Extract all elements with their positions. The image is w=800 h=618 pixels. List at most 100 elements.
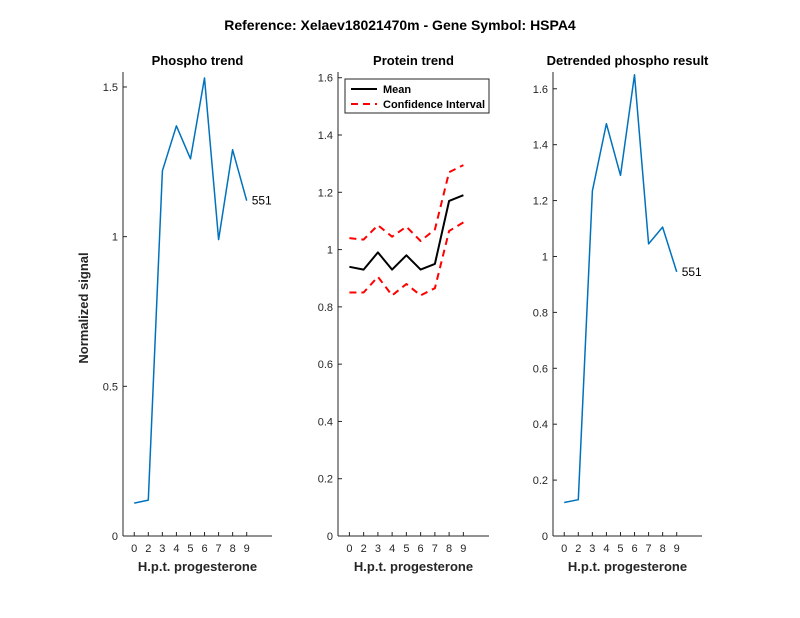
data-point: [578, 499, 580, 501]
data-point: [634, 74, 636, 76]
y-tick-label: 1.2: [533, 196, 548, 208]
data-point: [377, 276, 379, 278]
subplot-title: Phospho trend: [152, 53, 244, 68]
y-tick-label: 1.4: [533, 140, 548, 152]
data-point: [204, 77, 206, 79]
x-tick-label: 5: [617, 543, 623, 555]
x-tick-label: 9: [674, 543, 680, 555]
x-tick-label: 7: [216, 543, 222, 555]
data-point: [246, 200, 248, 202]
x-tick-label: 4: [173, 543, 179, 555]
data-point: [592, 190, 594, 192]
x-tick-label: 8: [446, 543, 452, 555]
series-end-label: 551: [252, 194, 272, 208]
data-point: [648, 243, 650, 245]
series-line-mean: [349, 194, 464, 271]
x-tick-label: 4: [389, 543, 395, 555]
data-point: [420, 295, 422, 297]
x-tick-label: 6: [418, 543, 424, 555]
data-point: [420, 240, 422, 242]
x-tick-label: 3: [589, 543, 595, 555]
data-point: [363, 269, 365, 271]
data-point: [176, 125, 178, 127]
x-tick-label: 5: [403, 543, 409, 555]
data-point: [420, 269, 422, 271]
data-point: [463, 194, 465, 196]
data-point: [391, 269, 393, 271]
data-point: [190, 158, 192, 160]
legend-label: Mean: [383, 84, 411, 96]
data-point: [620, 175, 622, 177]
x-tick-label: 6: [201, 543, 207, 555]
data-point: [377, 224, 379, 226]
y-tick-label: 1.2: [318, 187, 333, 199]
x-tick-label: 9: [460, 543, 466, 555]
y-tick-label: 1: [327, 245, 333, 257]
subplot-title: Protein trend: [373, 53, 454, 68]
y-tick-label: 0.6: [533, 363, 548, 375]
series-line-confidence-interval-lower: [349, 221, 464, 297]
y-tick-label: 0.5: [103, 381, 118, 393]
data-point: [606, 123, 608, 125]
data-point: [148, 499, 150, 501]
y-tick-label: 1: [542, 251, 548, 263]
series-line-detrended: [564, 74, 678, 504]
legend-box: [344, 78, 490, 114]
y-tick-label: 0: [112, 531, 118, 543]
x-tick-label: 0: [561, 543, 567, 555]
y-tick-label: 0.4: [318, 416, 333, 428]
data-point: [162, 170, 164, 172]
y-tick-label: 0.8: [318, 302, 333, 314]
x-axis-label: H.p.t. progesterone: [138, 559, 257, 574]
legend-label: Confidence Interval: [383, 99, 485, 111]
x-tick-label: 9: [244, 543, 250, 555]
x-tick-label: 0: [131, 543, 137, 555]
series-line-confidence-interval: [349, 164, 464, 242]
x-tick-label: 7: [432, 543, 438, 555]
x-tick-label: 7: [646, 543, 652, 555]
y-tick-label: 1.6: [318, 73, 333, 85]
data-point: [406, 255, 408, 257]
y-tick-label: 0: [542, 531, 548, 543]
data-point: [448, 230, 450, 232]
x-tick-label: 8: [660, 543, 666, 555]
y-tick-label: 0.2: [318, 474, 333, 486]
data-point: [377, 252, 379, 254]
data-point: [133, 502, 135, 504]
x-tick-label: 3: [375, 543, 381, 555]
data-point: [218, 239, 220, 241]
data-point: [363, 239, 365, 241]
x-tick-label: 2: [145, 543, 151, 555]
data-point: [349, 237, 351, 239]
series-line-phospho: [134, 77, 248, 504]
data-point: [391, 236, 393, 238]
x-tick-label: 2: [575, 543, 581, 555]
data-point: [434, 287, 436, 289]
y-tick-label: 1.5: [103, 82, 118, 94]
data-point: [349, 292, 351, 294]
data-point: [434, 229, 436, 231]
data-point: [406, 226, 408, 228]
y-tick-label: 0: [327, 531, 333, 543]
x-tick-label: 2: [361, 543, 367, 555]
data-point: [434, 263, 436, 265]
x-tick-label: 6: [631, 543, 637, 555]
y-tick-label: 0.4: [533, 419, 548, 431]
legend: Mean Confidence Interval: [344, 78, 490, 114]
x-tick-label: 5: [187, 543, 193, 555]
x-tick-label: 3: [159, 543, 165, 555]
x-tick-label: 8: [230, 543, 236, 555]
x-axis-label: H.p.t. progesterone: [568, 559, 687, 574]
data-point: [391, 295, 393, 297]
data-point: [448, 171, 450, 173]
data-point: [406, 283, 408, 285]
data-point: [232, 149, 234, 151]
subplot-detrended: Detrended phospho result 0 0.2 0.4 0.6 0.8 1 1.…: [533, 53, 709, 574]
data-point: [662, 226, 664, 228]
figure-title: Reference: Xelaev18021470m - Gene Symbol…: [224, 17, 576, 33]
y-tick-label: 1: [112, 232, 118, 244]
